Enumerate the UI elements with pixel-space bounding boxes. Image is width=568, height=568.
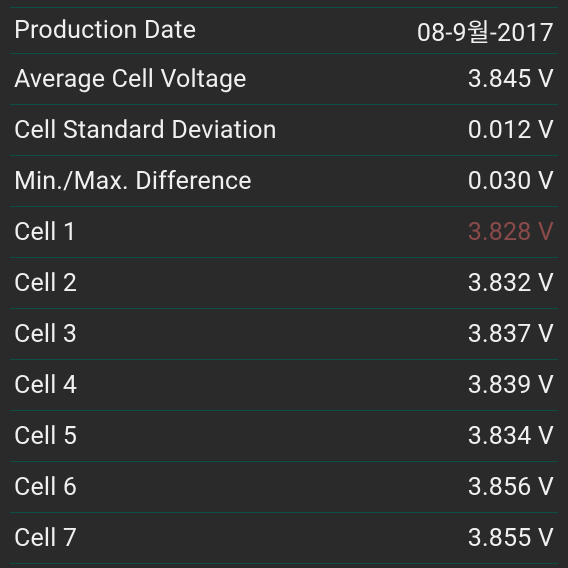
row-cell-5: Cell 5 3.834 V — [10, 411, 558, 462]
row-cell-6: Cell 6 3.856 V — [10, 462, 558, 513]
row-cell-8: Cell 8 3.858 V — [10, 564, 558, 568]
label-cell-4: Cell 4 — [14, 371, 77, 400]
label-cell-5: Cell 5 — [14, 422, 77, 451]
value-production-date: 08-9월-2017 — [417, 13, 554, 49]
label-cell-6: Cell 6 — [14, 473, 77, 502]
label-cell-7: Cell 7 — [14, 524, 77, 553]
label-std-dev: Cell Standard Deviation — [14, 116, 277, 145]
value-cell-5: 3.834 V — [468, 422, 554, 451]
label-cell-1: Cell 1 — [14, 218, 77, 247]
value-cell-6: 3.856 V — [468, 473, 554, 502]
label-cell-2: Cell 2 — [14, 269, 77, 298]
label-cell-3: Cell 3 — [14, 320, 77, 349]
value-cell-7: 3.855 V — [468, 524, 554, 553]
label-avg-voltage: Average Cell Voltage — [14, 65, 247, 94]
value-minmax: 0.030 V — [468, 167, 554, 196]
value-cell-4: 3.839 V — [468, 371, 554, 400]
value-avg-voltage: 3.845 V — [468, 65, 554, 94]
label-production-date: Production Date — [14, 16, 196, 45]
row-avg-voltage: Average Cell Voltage 3.845 V — [10, 54, 558, 105]
row-cell-2: Cell 2 3.832 V — [10, 258, 558, 309]
row-cell-3: Cell 3 3.837 V — [10, 309, 558, 360]
value-std-dev: 0.012 V — [468, 116, 554, 145]
row-minmax: Min./Max. Difference 0.030 V — [10, 156, 558, 207]
value-cell-3: 3.837 V — [468, 320, 554, 349]
partial-row-top — [10, 0, 558, 8]
row-cell-1: Cell 1 3.828 V — [10, 207, 558, 258]
row-cell-4: Cell 4 3.839 V — [10, 360, 558, 411]
value-cell-2: 3.832 V — [468, 269, 554, 298]
battery-info-panel: Production Date 08-9월-2017 Average Cell … — [0, 0, 568, 568]
row-std-dev: Cell Standard Deviation 0.012 V — [10, 105, 558, 156]
value-cell-1: 3.828 V — [468, 218, 554, 247]
row-production-date: Production Date 08-9월-2017 — [10, 8, 558, 54]
label-minmax: Min./Max. Difference — [14, 167, 252, 196]
row-cell-7: Cell 7 3.855 V — [10, 513, 558, 564]
